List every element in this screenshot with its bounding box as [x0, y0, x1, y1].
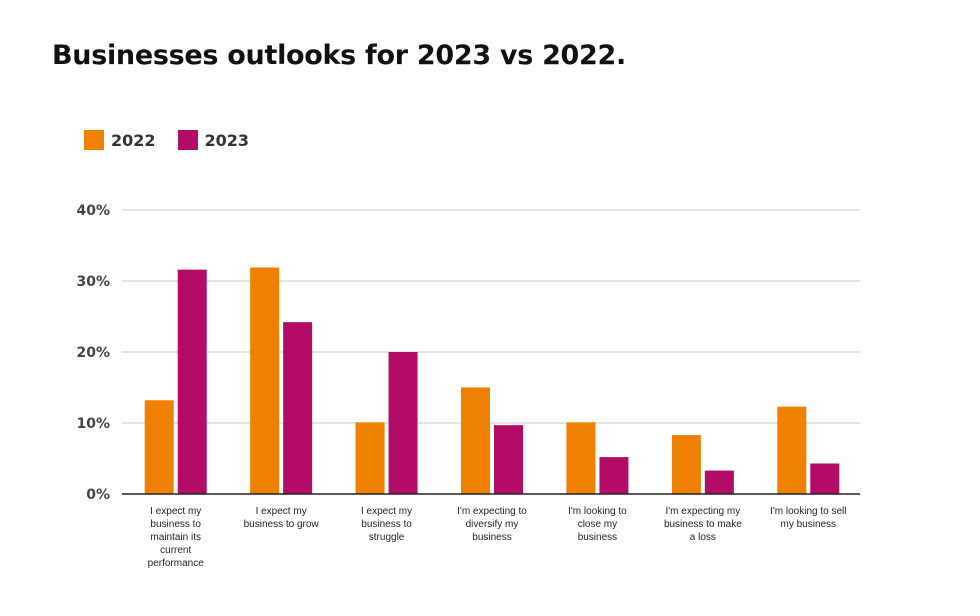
x-tick-label-line: I'm looking to sell: [770, 506, 846, 517]
x-tick-label: I expect my business to struggle: [361, 506, 412, 543]
x-tick-label-line: business to: [150, 519, 201, 530]
x-tick-label: I'm looking to close my business: [568, 506, 627, 543]
x-tick-label-line: my business: [780, 519, 836, 530]
legend-label-2023: 2023: [204, 130, 250, 150]
x-tick-label-line: I'm expecting my: [665, 506, 740, 517]
x-tick-label-line: business to grow: [244, 519, 320, 530]
y-tick-label: 0%: [86, 487, 110, 503]
legend-item-2023: 2023: [177, 130, 250, 150]
bar-2023-1: [283, 322, 313, 494]
x-tick-label-line: a loss: [690, 532, 716, 543]
x-tick-label-line: I'm expecting to: [457, 506, 527, 517]
x-tick-label-line: business: [578, 532, 617, 543]
legend-item-2022: 2022: [84, 130, 156, 150]
x-tick-label-line: I expect my: [361, 506, 412, 517]
x-tick-label-line: current: [160, 545, 191, 556]
x-tick-label-line: business to: [361, 519, 412, 530]
bar-2022-5: [671, 435, 701, 494]
x-tick-label-line: business to make: [664, 519, 742, 530]
bar-2022-6: [777, 406, 807, 494]
legend-swatch-2022: [84, 130, 104, 150]
bar-2022-1: [250, 267, 280, 494]
bar-2023-5: [704, 470, 734, 494]
bar-2022-3: [461, 387, 490, 494]
x-tick-label-line: close my: [578, 519, 617, 530]
bar-2023-3: [494, 425, 523, 494]
x-tick-label-line: diversify my: [466, 519, 519, 530]
x-tick-label: I expect my business to maintain its curren…: [148, 506, 205, 569]
bar-2023-6: [810, 463, 840, 494]
x-tick-label-line: I expect my: [150, 506, 201, 517]
bar-2022-2: [355, 422, 385, 494]
x-tick-label: I'm expecting my business to make a loss: [664, 506, 742, 543]
legend-swatch-2023: [177, 130, 198, 150]
y-tick-label: 40%: [76, 203, 110, 219]
x-tick-label: I expect my business to grow: [244, 506, 320, 530]
legend-label-2022: 2022: [111, 130, 156, 150]
chart-legend: 2022 2023: [84, 130, 271, 150]
y-tick-label: 10%: [76, 416, 110, 432]
bar-2022-4: [566, 422, 596, 494]
x-tick-label-line: I'm looking to: [568, 506, 627, 517]
bar-2023-4: [599, 457, 629, 494]
x-tick-label-line: maintain its: [150, 532, 201, 543]
bar-2023-0: [177, 269, 207, 494]
y-tick-label: 20%: [76, 345, 110, 361]
x-tick-label: I'm expecting to diversify my business: [457, 506, 527, 543]
y-tick-label: 30%: [76, 274, 110, 290]
x-tick-label-line: I expect my: [256, 506, 307, 517]
x-tick-label-line: struggle: [369, 532, 405, 543]
x-tick-label-line: business: [472, 532, 511, 543]
x-tick-label-line: performance: [148, 558, 205, 569]
x-tick-label: I'm looking to sell my business: [770, 506, 846, 530]
bar-2022-0: [144, 400, 174, 494]
chart-title: Businesses outlooks for 2023 vs 2022.: [52, 40, 626, 71]
bar-2023-2: [388, 352, 418, 494]
